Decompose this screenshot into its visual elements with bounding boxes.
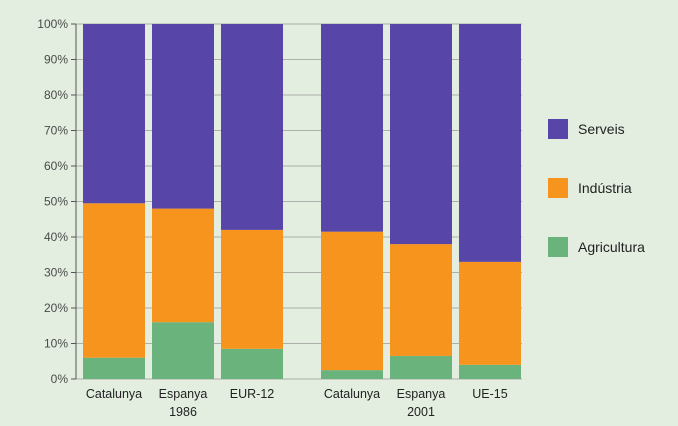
legend-swatch-agricultura	[548, 237, 568, 257]
x-category-label: Espanya	[159, 387, 208, 401]
bar-industria	[221, 229, 283, 349]
x-category-label: EUR-12	[230, 387, 275, 401]
bar-serveis	[83, 24, 145, 204]
x-category-label: UE-15	[472, 387, 507, 401]
y-tick-label: 30%	[44, 266, 68, 280]
y-tick-label: 40%	[44, 230, 68, 244]
bar-industria	[390, 244, 452, 356]
x-group-label: 2001	[407, 405, 435, 419]
y-tick-label: 10%	[44, 337, 68, 351]
y-axis: 0% 10% 20% 30% 40% 50% 60% 70% 80% 90% 100%	[37, 17, 77, 386]
y-tick-label: 70%	[44, 124, 68, 138]
y-tick-label: 20%	[44, 301, 68, 315]
x-group-label: 1986	[169, 405, 197, 419]
y-tick-label: 100%	[37, 17, 68, 31]
y-tick-label: 80%	[44, 88, 68, 102]
x-axis: Catalunya Espanya EUR-12 Catalunya Espanya UE…	[86, 387, 508, 419]
bar-industria	[83, 203, 145, 358]
bar-agricultura	[459, 364, 521, 379]
x-category-label: Espanya	[397, 387, 446, 401]
bar-agricultura	[83, 357, 145, 379]
legend-label-agricultura: Agricultura	[578, 239, 645, 255]
x-category-label: Catalunya	[324, 387, 380, 401]
bar-serveis	[390, 24, 452, 245]
bar-serveis	[221, 24, 283, 230]
bar-agricultura	[321, 370, 383, 379]
bar-industria	[152, 208, 214, 323]
y-tick-label: 60%	[44, 159, 68, 173]
bars	[83, 24, 521, 379]
bar-serveis	[152, 24, 214, 209]
y-tick-label: 90%	[44, 53, 68, 67]
bar-industria	[459, 261, 521, 365]
legend-swatch-industria	[548, 178, 568, 198]
x-category-label: Catalunya	[86, 387, 142, 401]
legend-label-industria: Indústria	[578, 180, 632, 196]
bar-serveis	[321, 24, 383, 232]
y-tick-label: 0%	[51, 372, 69, 386]
bar-agricultura	[390, 355, 452, 379]
bar-agricultura	[221, 348, 283, 379]
bar-agricultura	[152, 322, 214, 379]
bar-industria	[321, 231, 383, 371]
legend-label-serveis: Serveis	[578, 121, 625, 137]
bar-serveis	[459, 24, 521, 262]
y-tick-label: 50%	[44, 195, 68, 209]
legend-swatch-serveis	[548, 119, 568, 139]
legend: Serveis Indústria Agricultura	[548, 119, 645, 257]
